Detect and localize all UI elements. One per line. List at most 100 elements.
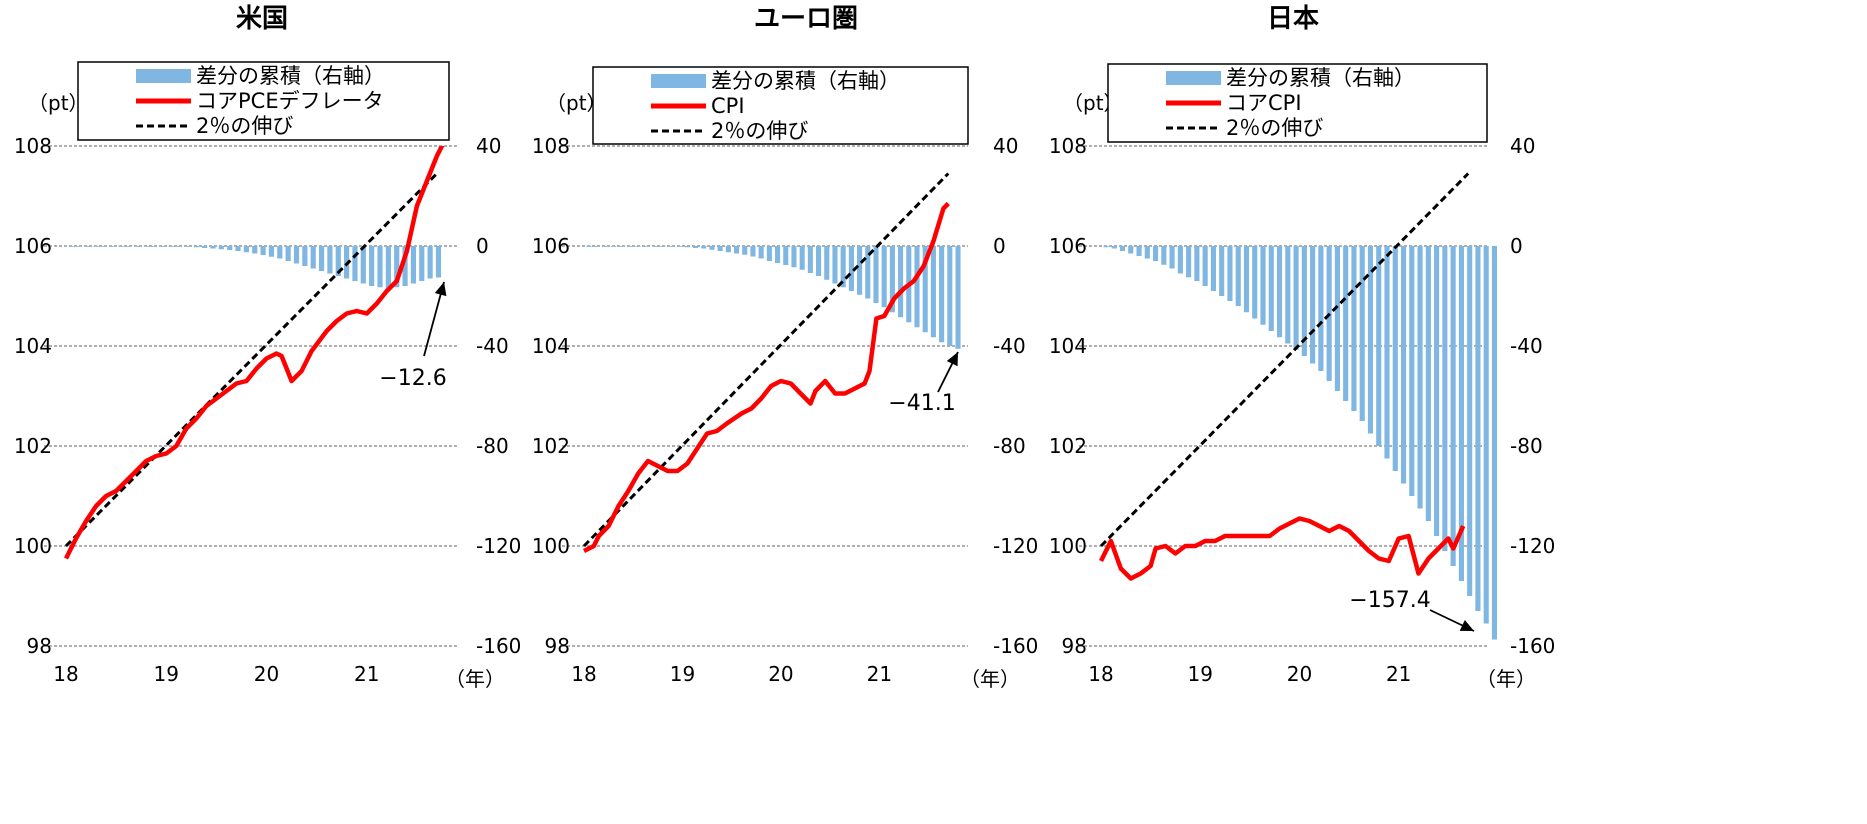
bar xyxy=(1119,246,1126,251)
x-tick-label: 20 xyxy=(254,662,279,686)
bar xyxy=(160,246,166,247)
annotation-arrowhead xyxy=(946,352,958,367)
bar xyxy=(898,246,904,318)
left-tick-label: 108 xyxy=(1049,134,1087,158)
left-tick-label: 100 xyxy=(532,534,570,558)
bar xyxy=(1227,246,1233,301)
bar xyxy=(914,246,920,328)
bar xyxy=(268,246,275,257)
bar xyxy=(335,246,341,276)
left-tick-label: 108 xyxy=(532,134,570,158)
chart-panel: 日本10810610410210098400-40-80-120-160（pt）… xyxy=(1049,4,1556,691)
bar xyxy=(619,246,625,247)
series-line-main xyxy=(64,146,445,560)
bar xyxy=(1111,246,1117,249)
x-tick-label: 18 xyxy=(1088,662,1113,686)
bar xyxy=(783,246,789,265)
bar xyxy=(758,246,764,259)
bar xyxy=(260,246,266,255)
bar xyxy=(93,246,99,247)
bar xyxy=(1475,246,1481,611)
right-tick-label: -160 xyxy=(1510,634,1555,658)
bar xyxy=(68,246,74,247)
bar xyxy=(1210,246,1216,291)
x-tick-label: 18 xyxy=(53,662,78,686)
bar xyxy=(947,246,953,346)
bar xyxy=(701,246,707,249)
bar xyxy=(1417,246,1423,509)
series-line-trend xyxy=(1099,172,1470,548)
bar xyxy=(602,246,608,247)
left-tick-label: 104 xyxy=(532,334,570,358)
bar xyxy=(1128,246,1134,254)
bar xyxy=(651,246,658,247)
chart-title: 日本 xyxy=(1267,4,1319,34)
bar xyxy=(750,246,756,257)
legend-label: 2％の伸び xyxy=(711,119,808,143)
bar xyxy=(151,246,158,247)
bar xyxy=(586,246,592,247)
bar xyxy=(1491,246,1498,640)
bar xyxy=(1343,246,1349,401)
left-tick-label: 98 xyxy=(1062,634,1087,658)
bar xyxy=(227,246,233,250)
bar xyxy=(635,246,641,247)
bar xyxy=(1276,246,1283,338)
bar xyxy=(310,246,316,269)
bar xyxy=(369,246,375,286)
x-axis-unit: （年） xyxy=(445,667,505,691)
right-tick-label: -160 xyxy=(476,634,521,658)
bar xyxy=(734,246,740,254)
bar xyxy=(742,246,748,255)
right-tick-label: -120 xyxy=(476,534,521,558)
right-tick-label: -40 xyxy=(993,334,1026,358)
left-tick-label: 98 xyxy=(545,634,570,658)
bar xyxy=(402,246,408,286)
x-axis-unit: （年） xyxy=(1476,667,1536,691)
annotation-arrowhead xyxy=(1459,619,1474,631)
bar xyxy=(202,246,208,248)
chart-title: ユーロ圏 xyxy=(754,4,858,34)
x-tick-label: 20 xyxy=(1287,662,1312,686)
bar xyxy=(939,246,945,343)
bar xyxy=(930,246,936,338)
bar xyxy=(848,246,854,291)
bar xyxy=(293,246,300,264)
annotation-label: −12.6 xyxy=(379,366,446,391)
bar xyxy=(243,246,249,253)
bar xyxy=(955,246,961,349)
bar xyxy=(302,246,308,266)
x-axis-unit: （年） xyxy=(960,667,1020,691)
right-tick-label: -40 xyxy=(476,334,509,358)
bar xyxy=(857,246,863,295)
bar xyxy=(1136,246,1142,256)
legend-label: コアPCEデフレータ xyxy=(196,89,384,113)
left-tick-label: 102 xyxy=(1049,434,1087,458)
bar xyxy=(725,246,731,253)
bar xyxy=(110,246,116,247)
bar xyxy=(676,246,682,247)
right-tick-label: 40 xyxy=(993,134,1018,158)
bar xyxy=(1186,246,1192,278)
bar xyxy=(1293,246,1299,350)
bar xyxy=(1425,246,1431,521)
right-tick-label: -80 xyxy=(476,434,509,458)
bar xyxy=(76,246,82,247)
bar xyxy=(427,246,433,279)
bar xyxy=(1252,246,1258,319)
x-tick-label: 19 xyxy=(1188,662,1213,686)
bar xyxy=(1144,246,1150,259)
bar xyxy=(1400,246,1407,484)
bar xyxy=(143,246,149,247)
bar xyxy=(1334,246,1340,391)
legend-label: CPI xyxy=(711,94,745,118)
bar xyxy=(1243,246,1250,313)
bar xyxy=(118,246,124,247)
x-tick-label: 19 xyxy=(670,662,695,686)
bar xyxy=(101,246,108,247)
series-line-main xyxy=(582,201,950,554)
left-tick-label: 108 xyxy=(14,134,52,158)
bar xyxy=(799,246,805,270)
